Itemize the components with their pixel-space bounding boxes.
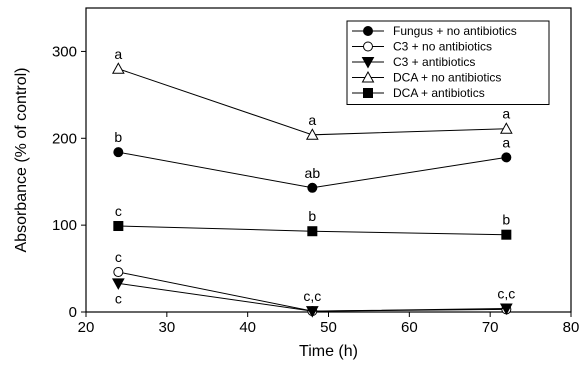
y-axis-title: Absorbance (% of control) — [13, 68, 30, 253]
x-tick-label: 70 — [482, 319, 499, 336]
legend-marker — [363, 41, 373, 52]
data-point — [499, 122, 513, 134]
legend-marker — [361, 57, 375, 69]
legend-marker — [363, 26, 373, 36]
data-point — [307, 226, 318, 237]
data-point — [305, 128, 319, 140]
significance-label: c,c — [303, 288, 321, 304]
legend: Fungus + no antibiotics C3 + no antibioti… — [346, 20, 550, 105]
series-0 — [113, 147, 512, 193]
legend-item: DCA + antibiotics — [352, 86, 485, 100]
data-point — [113, 147, 124, 158]
x-tick-label: 30 — [158, 319, 175, 336]
x-tick-label: 50 — [320, 319, 337, 336]
significance-label: b — [502, 212, 510, 228]
legend-label: DCA + no antibiotics — [393, 71, 501, 85]
legend-label: C3 + no antibiotics — [393, 40, 492, 54]
legend-item: C3 + antibiotics — [352, 55, 475, 69]
y-tick-label: 0 — [69, 304, 77, 321]
x-tick-label: 80 — [563, 319, 580, 336]
legend-box — [346, 20, 550, 105]
data-point — [113, 221, 124, 232]
legend-item: Fungus + no antibiotics — [352, 24, 517, 38]
legend-marker — [361, 70, 375, 83]
x-tick-label: 40 — [239, 319, 256, 336]
series-4 — [113, 221, 512, 240]
data-point — [305, 306, 319, 318]
data-point — [501, 229, 512, 240]
data-point — [111, 278, 125, 290]
legend-label: Fungus + no antibiotics — [393, 24, 517, 38]
series-3 — [111, 62, 513, 140]
legend-label: C3 + antibiotics — [393, 55, 475, 69]
significance-label: c — [115, 290, 122, 306]
legend-marker — [363, 88, 373, 98]
x-tick-label: 20 — [78, 319, 95, 336]
data-point — [499, 303, 513, 316]
axes-layer: 20 30 40 50 60 70 80 0 100 200 300 — [52, 7, 580, 336]
significance-label: c,c — [497, 286, 515, 302]
significance-label: c — [115, 203, 122, 219]
series-2 — [111, 278, 513, 318]
series-layer — [111, 62, 513, 318]
data-point — [111, 62, 125, 74]
x-tick-label: 60 — [401, 319, 418, 336]
legend-item: DCA + no antibiotics — [352, 71, 501, 85]
significance-label: ab — [305, 165, 321, 181]
legend-label: DCA + antibiotics — [393, 86, 485, 100]
x-axis-title: Time (h) — [299, 343, 358, 360]
significance-label: a — [502, 106, 510, 122]
data-point — [307, 182, 318, 193]
y-tick-label: 100 — [52, 217, 77, 234]
significance-label: c — [115, 249, 122, 265]
significance-label: a — [308, 112, 316, 128]
data-point — [501, 152, 512, 163]
y-tick-label: 300 — [52, 43, 77, 60]
legend-item: C3 + no antibiotics — [352, 40, 492, 54]
data-point — [113, 267, 124, 278]
y-tick-label: 200 — [52, 130, 77, 147]
significance-label: b — [308, 208, 316, 224]
significance-label: a — [502, 134, 510, 150]
significance-label: a — [114, 46, 122, 62]
significance-label: b — [114, 129, 122, 145]
